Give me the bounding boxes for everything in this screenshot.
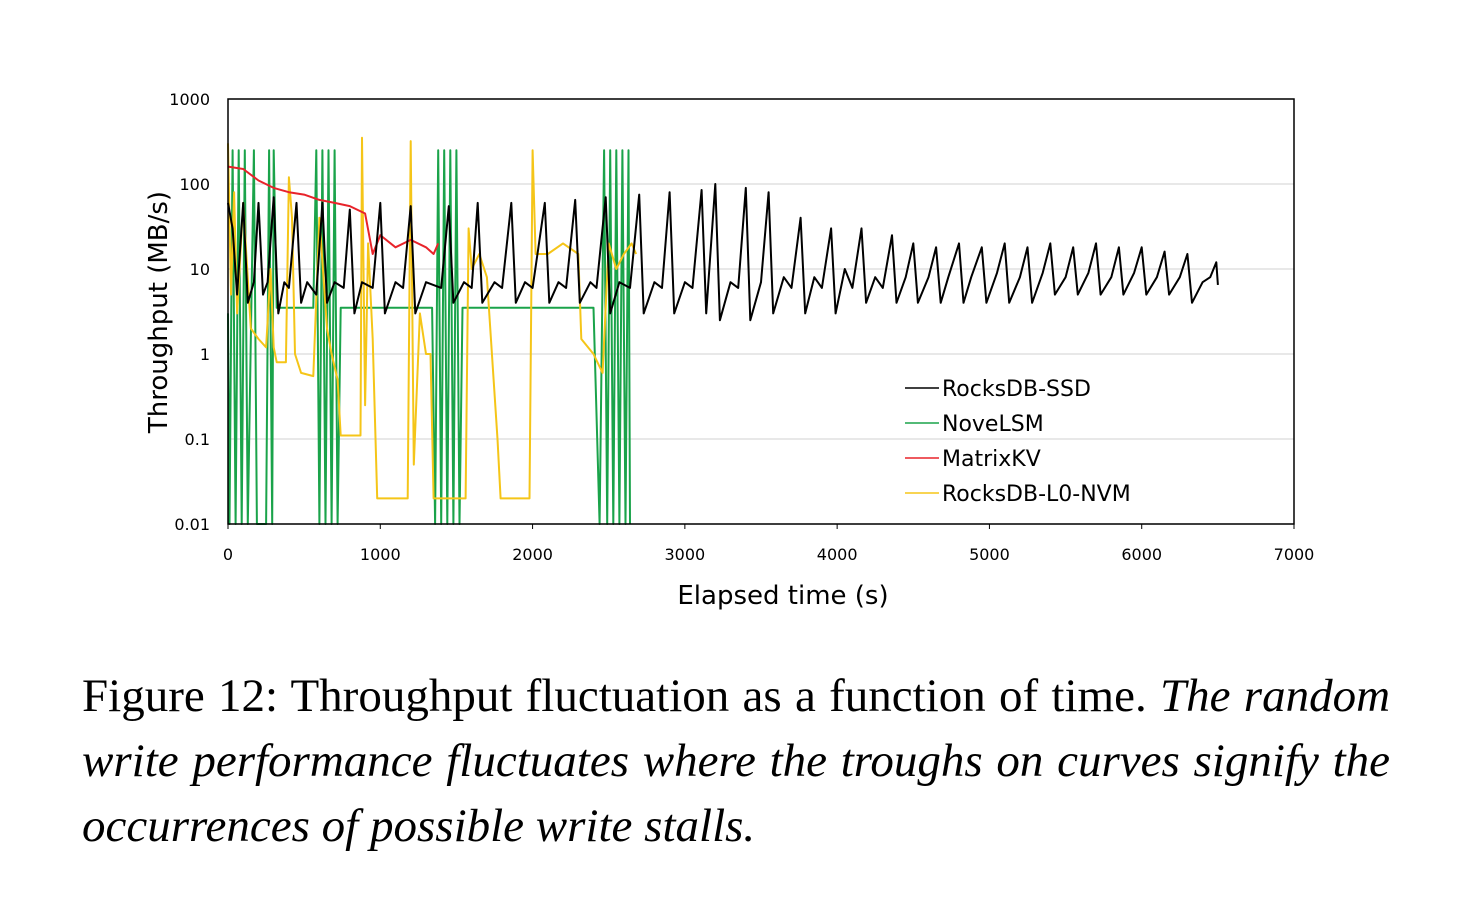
- legend-label: MatrixKV: [942, 447, 1041, 472]
- caption-text: The random write performance fluctuates …: [82, 670, 1391, 852]
- y-tick-label: 1000: [169, 90, 210, 109]
- legend-label: RocksDB-L0-NVM: [942, 482, 1131, 507]
- plot-frame: [227, 98, 1295, 525]
- legend-label: NoveLSM: [942, 412, 1044, 437]
- y-tick-label: 0.1: [185, 430, 210, 449]
- x-tick-label: 5000: [969, 545, 1010, 564]
- x-axis-label: Elapsed time (s): [677, 581, 888, 611]
- legend-label: RocksDB-SSD: [942, 377, 1091, 402]
- y-tick-label: 10: [190, 260, 210, 279]
- chart: Elapsed time (s) Throughput (MB/s) 10001…: [144, 90, 1315, 611]
- x-tick-label: 3000: [664, 545, 705, 564]
- x-tick-label: 0: [223, 545, 233, 564]
- y-tick-label: 0.01: [174, 515, 210, 534]
- x-tick-label: 4000: [817, 545, 858, 564]
- x-tick-label: 1000: [360, 545, 401, 564]
- series-line: [227, 136, 638, 500]
- x-tick-label: 2000: [512, 545, 553, 564]
- series-line: [227, 183, 1219, 322]
- y-tick-label: 1: [200, 345, 210, 364]
- caption-label: Figure 12: Throughput fluctuation as a f…: [82, 670, 1147, 722]
- series-line: [227, 165, 440, 255]
- y-axis-label: Throughput (MB/s): [144, 191, 174, 434]
- caption: Figure 12: Throughput fluctuation as a f…: [82, 664, 1390, 859]
- x-tick-label: 7000: [1274, 545, 1315, 564]
- y-tick-label: 100: [179, 175, 210, 194]
- x-tick-label: 6000: [1121, 545, 1162, 564]
